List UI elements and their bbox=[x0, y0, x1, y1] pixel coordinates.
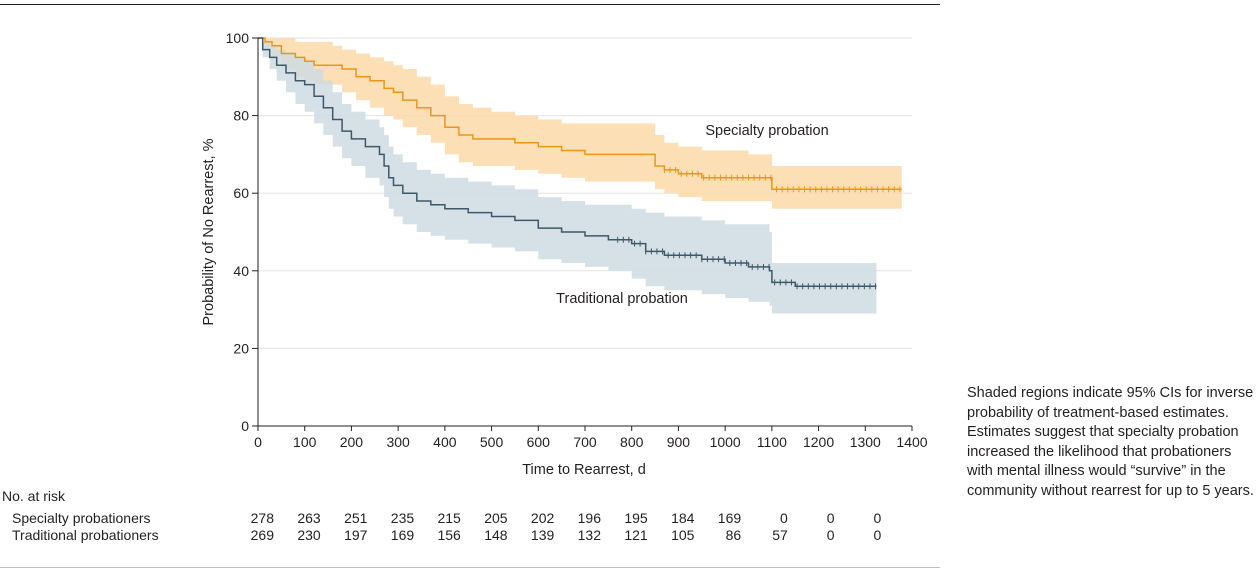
risk-value: 169 bbox=[391, 527, 415, 543]
x-tick-label: 600 bbox=[527, 434, 551, 450]
risk-row-label: Traditional probationers bbox=[12, 527, 159, 543]
y-tick-label: 100 bbox=[226, 30, 250, 46]
y-tick-label: 20 bbox=[233, 340, 249, 356]
risk-value: 215 bbox=[437, 510, 461, 526]
risk-value: 195 bbox=[624, 510, 648, 526]
risk-value: 278 bbox=[251, 510, 275, 526]
risk-table-header: No. at risk bbox=[2, 488, 66, 504]
x-tick-label: 1200 bbox=[803, 434, 834, 450]
x-tick-label: 0 bbox=[254, 434, 262, 450]
x-tick-label: 400 bbox=[433, 434, 457, 450]
risk-value: 0 bbox=[827, 527, 835, 543]
risk-value: 0 bbox=[873, 510, 881, 526]
ci-bands bbox=[258, 38, 902, 314]
risk-value: 57 bbox=[772, 527, 788, 543]
risk-value: 235 bbox=[391, 510, 415, 526]
y-tick-label: 80 bbox=[233, 108, 249, 124]
y-tick-label: 0 bbox=[241, 418, 249, 434]
risk-value: 156 bbox=[437, 527, 461, 543]
series-label-traditional: Traditional probation bbox=[556, 291, 688, 307]
risk-value: 0 bbox=[780, 510, 788, 526]
ci-band-specialty bbox=[258, 38, 902, 209]
risk-value: 196 bbox=[578, 510, 602, 526]
survival-line-traditional bbox=[258, 37, 877, 288]
x-tick-label: 1000 bbox=[710, 434, 741, 450]
risk-value: 86 bbox=[726, 527, 742, 543]
risk-value: 263 bbox=[297, 510, 321, 526]
x-tick-label: 1300 bbox=[850, 434, 881, 450]
x-tick-label: 900 bbox=[667, 434, 691, 450]
y-tick-label: 60 bbox=[233, 185, 249, 201]
risk-value: 132 bbox=[578, 527, 602, 543]
risk-row-label: Specialty probationers bbox=[12, 510, 151, 526]
risk-value: 230 bbox=[297, 527, 321, 543]
ci-band-traditional bbox=[258, 38, 877, 314]
x-tick-label: 100 bbox=[293, 434, 317, 450]
risk-value: 139 bbox=[531, 527, 555, 543]
x-tick-label: 800 bbox=[620, 434, 644, 450]
survival-line-specialty bbox=[258, 37, 902, 191]
risk-value: 148 bbox=[484, 527, 508, 543]
risk-value: 251 bbox=[344, 510, 368, 526]
x-tick-label: 1100 bbox=[757, 434, 787, 450]
risk-value: 105 bbox=[671, 527, 695, 543]
x-tick-label: 200 bbox=[340, 434, 364, 450]
y-tick-label: 40 bbox=[233, 263, 249, 279]
x-tick-label: 300 bbox=[386, 434, 410, 450]
risk-value: 184 bbox=[671, 510, 695, 526]
risk-value: 121 bbox=[624, 527, 648, 543]
risk-value: 269 bbox=[251, 527, 275, 543]
figure-caption: Shaded regions indicate 95% CIs for inve… bbox=[967, 385, 1254, 499]
risk-value: 0 bbox=[873, 527, 881, 543]
risk-value: 197 bbox=[344, 527, 368, 543]
y-axis-label: Probability of No Rearrest, % bbox=[201, 138, 217, 325]
survival-curves bbox=[258, 37, 902, 290]
risk-value: 0 bbox=[827, 510, 835, 526]
x-tick-label: 1400 bbox=[896, 434, 927, 450]
x-tick-label: 500 bbox=[480, 434, 504, 450]
series-label-specialty: Specialty probation bbox=[705, 123, 828, 139]
risk-value: 205 bbox=[484, 510, 508, 526]
x-axis-label: Time to Rearrest, d bbox=[522, 462, 646, 478]
x-tick-label: 700 bbox=[573, 434, 597, 450]
risk-value: 202 bbox=[531, 510, 555, 526]
risk-value: 169 bbox=[718, 510, 742, 526]
